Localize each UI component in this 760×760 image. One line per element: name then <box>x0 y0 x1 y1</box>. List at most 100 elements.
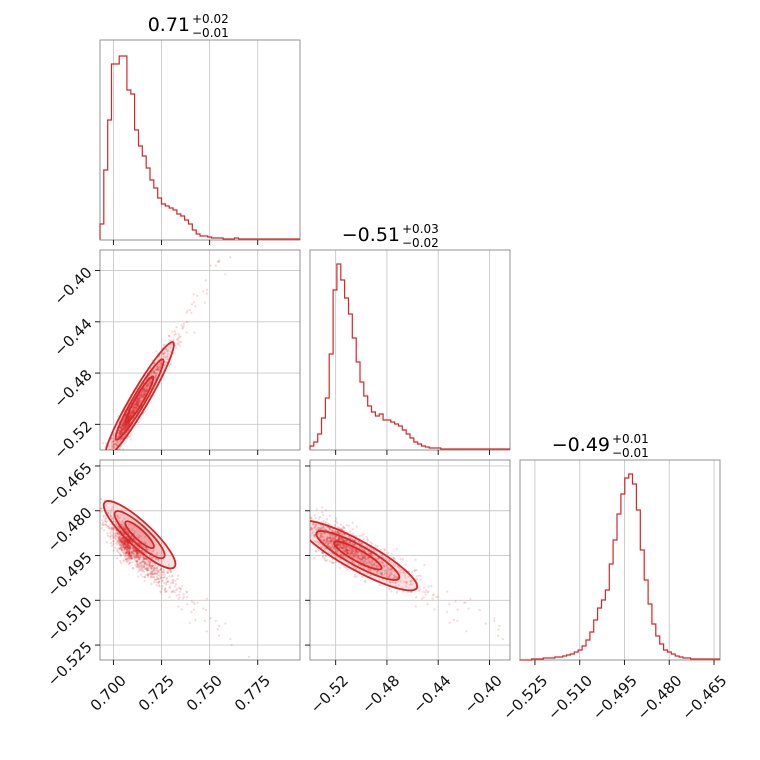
sample-point-2-0-678 <box>165 589 168 593</box>
sample-point-2-1-1197 <box>349 530 352 533</box>
sample-point-2-0-751 <box>129 547 132 550</box>
sample-point-1-0-456 <box>108 454 110 456</box>
sample-point-2-0-420 <box>123 527 126 530</box>
sample-point-2-0-626 <box>127 547 130 550</box>
sample-point-1-0-729 <box>140 393 143 396</box>
sample-point-2-1-763 <box>415 577 418 581</box>
sample-point-2-0-456 <box>107 524 110 527</box>
sample-point-2-0-319 <box>130 557 133 560</box>
sample-point-1-0-642 <box>123 424 126 427</box>
sample-point-2-0-856 <box>165 583 168 586</box>
sample-point-2-0-1271 <box>140 544 143 547</box>
sample-point-2-0-518 <box>133 549 136 552</box>
xtick-label-0-0: 0.700 <box>87 672 130 715</box>
sample-point-2-0-948 <box>124 546 127 550</box>
sample-point-2-1-534 <box>363 581 366 584</box>
sample-point-2-1-1285 <box>307 526 309 528</box>
sample-point-2-0-608 <box>128 545 132 549</box>
sample-point-2-0-1060 <box>131 551 134 555</box>
sample-point-1-0-290 <box>119 429 122 432</box>
param-title-value-1: −0.51 <box>342 224 400 246</box>
sample-point-2-0-1068 <box>155 553 158 557</box>
sample-point-2-0-228 <box>130 551 133 554</box>
sample-point-2-1-101 <box>364 558 367 561</box>
sample-point-1-0-43 <box>121 425 124 428</box>
sample-point-2-0-368 <box>149 572 152 575</box>
sample-point-2-0-475 <box>177 605 180 608</box>
sample-point-2-0-1237 <box>149 564 152 567</box>
sample-point-2-0-93 <box>190 600 194 603</box>
sample-point-2-0-1355 <box>128 546 131 549</box>
sample-point-1-0-565 <box>174 344 177 347</box>
sample-point-2-0-802 <box>153 572 156 575</box>
sample-point-1-0-650 <box>133 404 136 407</box>
sample-point-1-0-544 <box>130 411 134 414</box>
sample-point-1-0-1125 <box>112 440 115 443</box>
sample-point-1-0-596 <box>121 428 124 432</box>
sample-point-1-0-1102 <box>123 426 126 429</box>
sample-point-2-0-360 <box>180 608 183 611</box>
sample-point-1-0-184 <box>122 419 125 422</box>
ytick-label-2-0: −0.525 <box>44 638 96 690</box>
sample-point-2-0-1204 <box>112 542 115 546</box>
sample-point-2-0-675 <box>129 545 132 548</box>
sample-point-2-0-955 <box>185 590 188 593</box>
sample-point-2-0-547 <box>119 553 122 557</box>
sample-point-2-0-863 <box>132 550 135 553</box>
sample-point-1-0-283 <box>105 452 107 454</box>
sample-point-1-0-308 <box>131 411 134 414</box>
sample-point-2-0-1376 <box>120 521 124 524</box>
sample-point-1-0-1310 <box>125 424 128 427</box>
sample-point-2-1-862 <box>301 532 303 534</box>
sample-point-1-0-20 <box>181 326 184 329</box>
sample-point-1-0-818 <box>248 201 250 203</box>
sample-point-2-0-996 <box>148 559 151 562</box>
sample-point-1-0-483 <box>154 374 158 377</box>
xtick-label-0-1: 0.725 <box>135 672 178 715</box>
sample-point-2-0-789 <box>120 543 123 546</box>
sample-point-2-0-558 <box>158 574 161 577</box>
sample-point-2-0-1323 <box>126 546 129 549</box>
sample-point-2-1-115 <box>342 546 345 549</box>
sample-point-2-0-1185 <box>117 537 120 540</box>
sample-point-2-0-1268 <box>155 568 159 571</box>
sample-point-2-0-933 <box>125 546 128 549</box>
sample-point-1-0-347 <box>132 411 136 414</box>
sample-point-2-0-1316 <box>128 548 131 551</box>
sample-point-1-0-266 <box>120 427 123 431</box>
sample-point-1-0-1387 <box>126 424 129 427</box>
sample-point-2-0-624 <box>112 549 115 552</box>
sample-point-2-0-1003 <box>140 544 143 547</box>
sample-point-2-0-487 <box>130 552 133 555</box>
sample-point-1-0-894 <box>135 407 138 410</box>
sample-point-2-0-1187 <box>126 544 129 547</box>
sample-point-2-0-949 <box>124 546 127 549</box>
sample-point-2-0-633 <box>131 567 134 570</box>
sample-point-1-0-749 <box>158 366 161 369</box>
sample-point-2-0-629 <box>144 535 147 538</box>
sample-point-2-0-1288 <box>110 526 113 529</box>
sample-point-1-0-440 <box>115 444 118 447</box>
sample-point-2-0-952 <box>128 544 131 547</box>
sample-point-1-0-979 <box>143 394 146 397</box>
sample-point-2-0-682 <box>127 553 130 556</box>
sample-point-2-1-1211 <box>315 508 318 511</box>
sample-point-1-0-625 <box>129 415 132 418</box>
sample-point-1-0-964 <box>135 401 138 404</box>
sample-point-2-0-945 <box>154 578 157 581</box>
sample-point-2-0-1367 <box>116 532 119 535</box>
sample-point-2-0-264 <box>166 571 169 575</box>
sample-point-1-0-800 <box>122 424 125 428</box>
sample-point-2-0-872 <box>130 555 133 559</box>
sample-point-1-0-204 <box>130 409 133 412</box>
sample-point-1-0-1024 <box>116 455 118 457</box>
sample-point-2-0-244 <box>159 568 162 571</box>
sample-point-2-1-1233 <box>308 536 310 538</box>
sample-point-2-0-1327 <box>120 530 123 533</box>
sample-point-2-1-739 <box>346 568 349 572</box>
sample-point-2-1-25 <box>356 550 359 553</box>
sample-point-1-0-6 <box>142 391 145 394</box>
contour-1-0-2 <box>124 375 155 424</box>
sample-point-2-0-220 <box>113 534 116 538</box>
sample-point-1-0-82 <box>135 403 139 406</box>
